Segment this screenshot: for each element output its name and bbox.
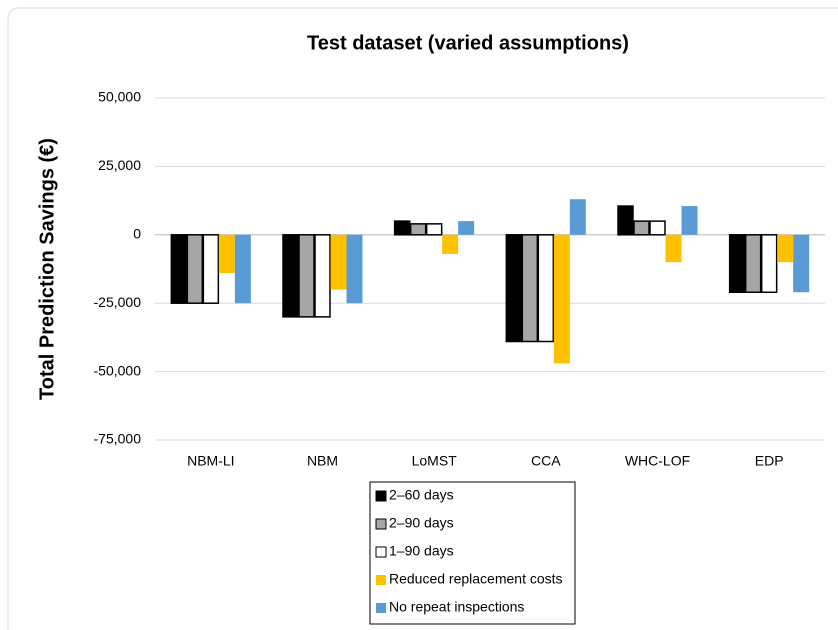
y-tick-label: -75,000: [94, 431, 142, 447]
bar: [728, 234, 746, 294]
chart-frame: [7, 7, 838, 630]
legend-label: 2–60 days: [389, 487, 454, 503]
bar: [218, 234, 235, 274]
y-tick-label: 50,000: [98, 89, 141, 105]
bar: [569, 199, 586, 235]
x-tick-label: CCA: [531, 453, 561, 469]
x-tick-label: EDP: [755, 453, 784, 469]
bar: [346, 234, 363, 304]
bar: [442, 234, 459, 254]
legend-label: 2–90 days: [389, 515, 454, 531]
y-tick-label: 0: [133, 226, 141, 242]
bar: [393, 220, 411, 236]
legend-label: No repeat inspections: [389, 599, 524, 615]
chart-title: Test dataset (varied assumptions): [307, 32, 629, 54]
bar: [425, 223, 443, 236]
legend-swatch: [376, 603, 386, 613]
bar: [744, 234, 762, 294]
x-tick-label: NBM: [307, 453, 338, 469]
bar: [777, 234, 794, 263]
legend-label: 1–90 days: [389, 543, 454, 559]
bar: [633, 220, 650, 236]
bar: [617, 205, 634, 236]
y-tick-label: -25,000: [94, 294, 142, 310]
bar: [760, 234, 778, 294]
bar: [553, 234, 570, 364]
bar: [234, 234, 251, 304]
legend-swatch: [375, 490, 387, 502]
legend-swatch: [376, 575, 386, 585]
bar: [409, 223, 427, 236]
bar: [202, 234, 220, 304]
bar: [186, 234, 204, 304]
bar: [793, 234, 810, 293]
bar: [170, 234, 188, 304]
bar: [649, 220, 666, 236]
bar: [681, 206, 698, 235]
legend-swatch: [375, 546, 387, 558]
y-tick-label: -50,000: [94, 362, 142, 378]
bar: [665, 234, 682, 263]
bar: [505, 234, 523, 343]
bar: [458, 221, 475, 235]
bar: [298, 234, 315, 318]
legend-swatch: [375, 518, 387, 530]
bar: [537, 234, 555, 343]
bar: [330, 234, 347, 290]
y-tick-label: 25,000: [98, 157, 141, 173]
x-tick-label: WHC-LOF: [625, 453, 690, 469]
bar: [521, 234, 539, 343]
x-tick-label: LoMST: [412, 453, 458, 469]
bar: [314, 234, 331, 318]
legend-box: [369, 481, 576, 625]
bar: [282, 234, 299, 318]
y-axis-label: Total Prediction Savings (€): [36, 138, 58, 400]
legend-label: Reduced replacement costs: [389, 571, 563, 587]
x-tick-label: NBM-LI: [187, 453, 234, 469]
